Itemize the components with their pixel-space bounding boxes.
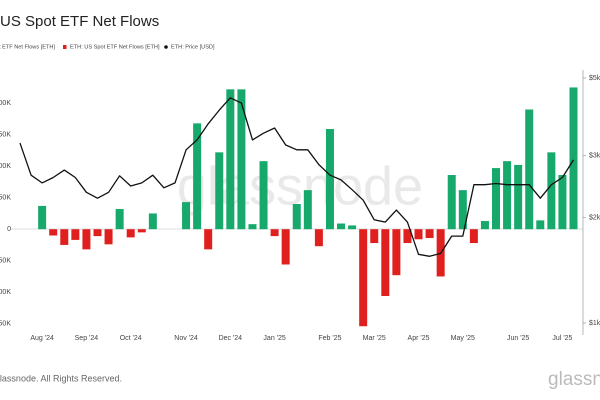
bar xyxy=(569,87,578,230)
bar xyxy=(182,202,191,230)
bar xyxy=(259,161,268,230)
legend-marker xyxy=(63,45,67,49)
bar xyxy=(237,89,246,230)
bar xyxy=(314,229,323,247)
y-tick-label: 200K xyxy=(0,100,11,107)
legend-label: ETH: US Spot ETF Net Flows [ETH] xyxy=(70,44,160,50)
bar xyxy=(469,229,478,244)
bar xyxy=(93,229,102,237)
y-tick-label: -50K xyxy=(0,258,11,265)
bar xyxy=(49,229,58,236)
bar xyxy=(414,229,423,240)
y-tick-label: 0 xyxy=(7,226,11,233)
bar xyxy=(270,229,279,237)
chart-title: US Spot ETF Net Flows xyxy=(0,13,159,30)
y2-tick-label: $5k xyxy=(589,75,600,82)
bar xyxy=(115,209,124,230)
bar xyxy=(370,229,379,244)
bar xyxy=(292,204,301,230)
x-tick-label: Aug '24 xyxy=(30,335,54,342)
legend-marker xyxy=(164,45,168,49)
x-tick-label: May '25 xyxy=(451,335,475,342)
bar xyxy=(215,152,224,230)
bar xyxy=(126,229,135,238)
bar xyxy=(71,229,80,240)
y-tick-label: 150K xyxy=(0,132,11,139)
bar xyxy=(447,175,456,230)
bar xyxy=(458,190,467,230)
bar xyxy=(193,123,202,230)
y2-tick-label: $2k xyxy=(589,214,600,221)
y-tick-label: 50K xyxy=(0,195,11,202)
bar xyxy=(281,229,290,265)
y-tick-label: -100K xyxy=(0,289,11,296)
bar xyxy=(204,229,213,250)
bar xyxy=(480,221,489,230)
bar xyxy=(514,164,523,230)
price-line xyxy=(19,97,575,257)
bar xyxy=(38,205,47,230)
y2-tick-label: $1k xyxy=(589,320,600,327)
bar xyxy=(348,225,357,230)
x-tick-label: Dec '24 xyxy=(219,335,243,342)
y-tick-label: -150K xyxy=(0,321,11,328)
x-tick-label: Sep '24 xyxy=(75,335,99,342)
x-tick-label: Feb '25 xyxy=(318,335,341,342)
bar xyxy=(137,229,146,233)
bar xyxy=(425,229,434,239)
x-tick-label: Jun '25 xyxy=(507,335,529,342)
bar xyxy=(104,229,113,245)
bar xyxy=(248,224,257,230)
bar xyxy=(359,229,368,327)
bar xyxy=(325,129,334,230)
x-tick-label: Jul '25 xyxy=(552,335,572,342)
bar xyxy=(381,229,390,296)
x-tick-label: Nov '24 xyxy=(174,335,198,342)
x-tick-label: Apr '25 xyxy=(408,335,430,342)
x-tick-label: Jan '25 xyxy=(263,335,285,342)
bar xyxy=(392,229,401,276)
bar xyxy=(503,161,512,230)
y-tick-label: 100K xyxy=(0,163,11,170)
legend-label: ETH: Price [USD] xyxy=(171,44,215,50)
bar xyxy=(558,175,567,230)
bar xyxy=(525,109,534,230)
bar xyxy=(536,220,545,230)
x-tick-label: Oct '24 xyxy=(120,335,142,342)
logo: glassnode xyxy=(548,369,600,390)
bar xyxy=(226,89,235,230)
y2-tick-label: $3k xyxy=(589,153,600,160)
bar xyxy=(547,152,556,230)
bar xyxy=(148,213,157,230)
bar xyxy=(337,223,346,230)
bar xyxy=(60,229,69,245)
bar xyxy=(303,190,312,230)
bar xyxy=(492,168,501,230)
footer: © Glassnode. All Rights Reserved. xyxy=(0,373,122,383)
bar xyxy=(82,229,91,250)
bar xyxy=(403,229,412,244)
x-tick-label: Mar '25 xyxy=(363,335,386,342)
legend-label: ETH: US Spot ETF Net Flows [ETH] xyxy=(0,44,55,50)
